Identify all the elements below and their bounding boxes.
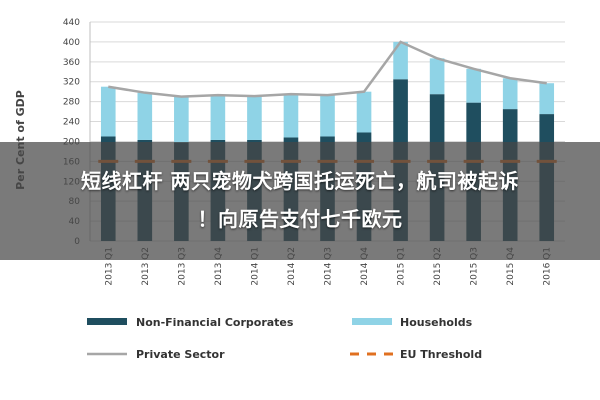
x-tick-label: 2014 Q2 xyxy=(287,247,297,286)
headline-line-1: 短线杠杆 两只宠物犬跨国托运死亡，航司被起诉 xyxy=(81,169,519,193)
legend-swatch-non-financial xyxy=(87,318,127,325)
legend-swatch-households xyxy=(352,318,392,325)
legend-label-private-sector: Private Sector xyxy=(136,348,225,361)
bar-households xyxy=(174,96,189,143)
bar-households xyxy=(283,94,299,138)
x-tick-label: 2013 Q2 xyxy=(141,247,151,286)
y-tick-label: 320 xyxy=(63,78,80,88)
x-tick-label: 2014 Q4 xyxy=(360,247,370,286)
line-private-sector xyxy=(108,40,547,98)
y-tick-label: 400 xyxy=(63,38,80,48)
y-tick-label: 360 xyxy=(63,58,80,68)
legend-label-non-financial: Non-Financial Corporates xyxy=(136,316,294,329)
x-axis-ticks: 2013 Q1 2013 Q2 2013 Q3 2013 Q4 2014 Q1 2014 … xyxy=(104,247,552,286)
bar-households xyxy=(210,95,226,140)
bar-households xyxy=(429,58,445,95)
bar-households xyxy=(393,41,408,80)
x-tick-label: 2014 Q3 xyxy=(324,247,334,286)
legend-label-households: Households xyxy=(400,316,473,329)
y-tick-label: 280 xyxy=(63,98,80,108)
bar-households xyxy=(502,78,518,110)
x-tick-label: 2014 Q1 xyxy=(250,247,260,286)
bar-households xyxy=(539,83,555,115)
bar-households xyxy=(137,92,153,140)
headline-text: 短线杠杆 两只宠物犬跨国托运死亡，航司被起诉 ！向原告支付七千欧元 xyxy=(10,162,590,238)
x-tick-label: 2013 Q3 xyxy=(177,247,187,286)
legend: Non-Financial Corporates Households Priv… xyxy=(87,316,482,361)
x-tick-label: 2013 Q4 xyxy=(214,247,224,286)
x-tick-label: 2015 Q4 xyxy=(506,247,516,286)
bar-households xyxy=(320,95,335,137)
y-tick-label: 240 xyxy=(63,118,80,128)
legend-label-eu-threshold: EU Threshold xyxy=(400,348,482,361)
bar-households xyxy=(247,96,262,140)
x-tick-label: 2015 Q3 xyxy=(470,247,480,286)
x-tick-label: 2016 Q1 xyxy=(543,247,553,286)
bar-households xyxy=(466,68,481,103)
headline-banner: 短线杠杆 两只宠物犬跨国托运死亡，航司被起诉 ！向原告支付七千欧元 xyxy=(0,142,600,260)
bar-households xyxy=(356,91,372,133)
x-tick-label: 2013 Q1 xyxy=(104,247,114,286)
headline-line-2: ！向原告支付七千欧元 xyxy=(197,207,403,231)
x-tick-label: 2015 Q2 xyxy=(433,247,443,286)
y-tick-label: 440 xyxy=(63,18,80,28)
bar-households xyxy=(100,86,116,137)
x-tick-label: 2015 Q1 xyxy=(397,247,407,286)
